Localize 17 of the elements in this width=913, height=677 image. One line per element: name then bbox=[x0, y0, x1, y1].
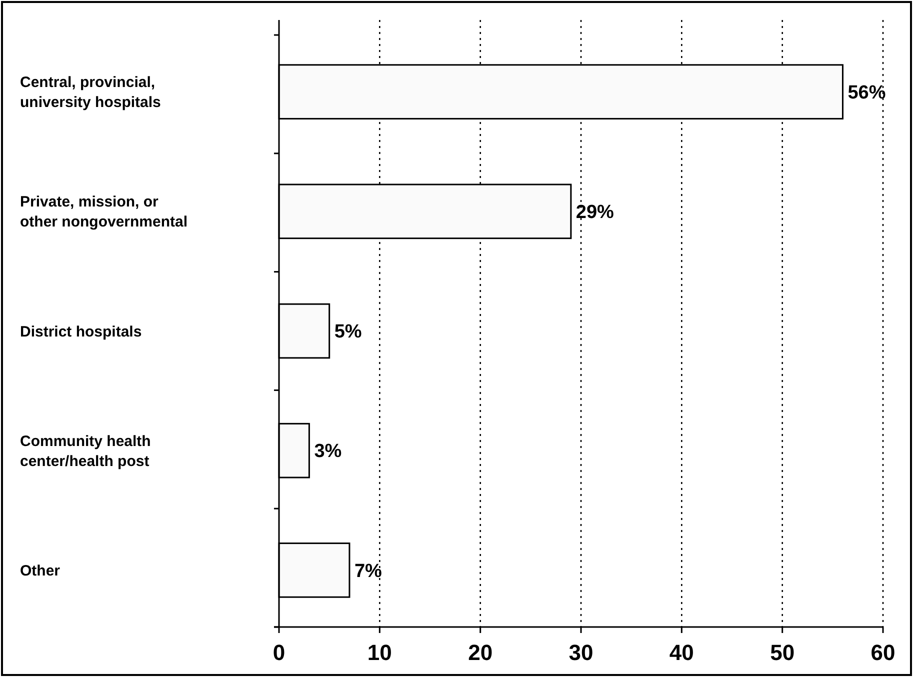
data-label: 29% bbox=[576, 202, 614, 224]
x-tick-label: 60 bbox=[870, 640, 896, 665]
x-tick-label: 0 bbox=[272, 640, 286, 665]
data-label: 5% bbox=[334, 322, 362, 343]
x-tick-label: 20 bbox=[468, 640, 493, 665]
x-tick-label: 50 bbox=[770, 640, 795, 665]
y-tick-label: Other bbox=[20, 562, 60, 580]
data-label: 3% bbox=[314, 441, 342, 462]
data-label: 7% bbox=[354, 560, 382, 582]
y-tick-label: Central, provincial, university hospitals bbox=[20, 74, 161, 112]
x-tick-label: 10 bbox=[367, 640, 392, 665]
x-tick-label: 30 bbox=[568, 640, 594, 665]
y-tick-label: Community health center/health post bbox=[20, 432, 151, 470]
y-tick-label: Private, mission, or other nongovernmental bbox=[20, 194, 188, 231]
data-label: 56% bbox=[848, 82, 886, 104]
x-tick-label: 40 bbox=[669, 640, 694, 665]
y-tick-label: District hospitals bbox=[20, 323, 142, 340]
